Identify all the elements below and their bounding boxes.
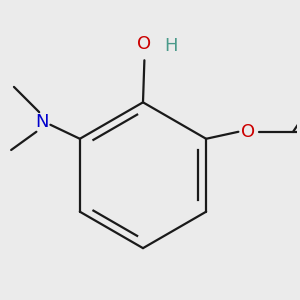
Text: H: H xyxy=(164,37,178,55)
Text: N: N xyxy=(35,113,49,131)
Text: O: O xyxy=(137,34,152,52)
Text: O: O xyxy=(241,123,255,141)
